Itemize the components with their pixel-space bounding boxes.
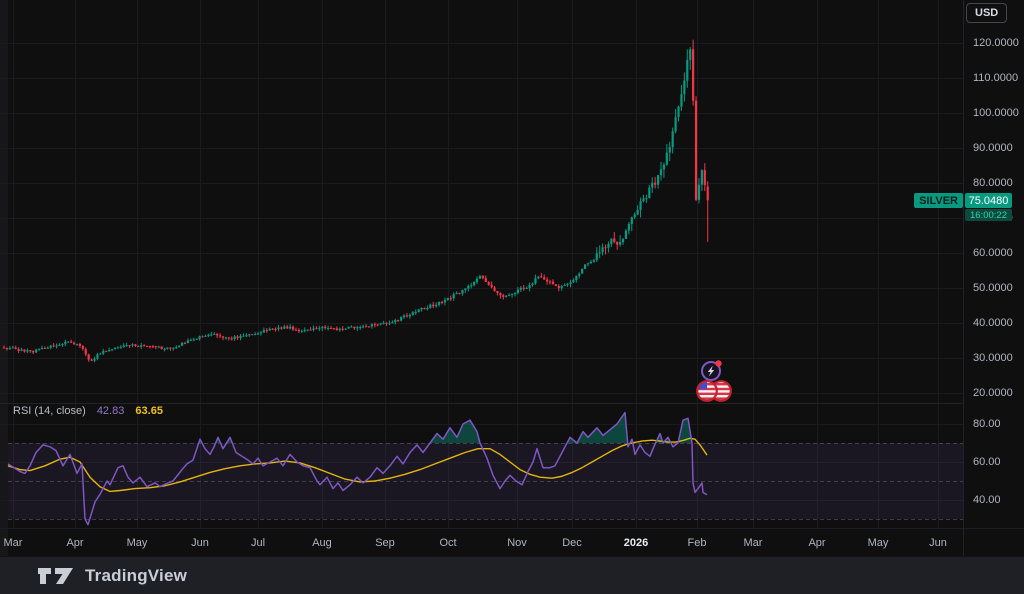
rsi-legend-title: RSI (14, close): [13, 405, 86, 417]
symbol-price-label-badge: SILVER: [914, 193, 963, 208]
price-tick-label: 30.0000: [973, 352, 1013, 364]
rsi-indicator-legend[interactable]: RSI (14, close) 42.83 63.65: [13, 405, 163, 417]
price-tick-label: 60.0000: [973, 247, 1013, 259]
time-tick-label: Sep: [375, 537, 395, 549]
price-tick-label: 80.0000: [973, 177, 1013, 189]
chart-region: USD 120.0000 110.0000 100.0000 90.0000 80.00…: [0, 0, 1024, 556]
price-tick-label: 90.0000: [973, 142, 1013, 154]
time-tick-label: Oct: [439, 537, 457, 549]
rsi-tick-label: 80.00: [973, 418, 1001, 430]
time-tick-label: Jun: [191, 537, 209, 549]
currency-toggle-button[interactable]: USD: [966, 3, 1008, 23]
rsi-tick-label: 60.00: [973, 456, 1001, 468]
rsi-tick-label: 40.00: [973, 494, 1001, 506]
time-tick-label: Jun: [929, 537, 947, 549]
price-tick-label: 40.0000: [973, 317, 1013, 329]
time-tick-label: Mar: [743, 537, 763, 549]
last-price-badge: 75.0480: [965, 193, 1012, 208]
time-tick-label: Jul: [250, 537, 266, 549]
bar-countdown-badge: 16:00:22: [965, 209, 1012, 221]
time-tick-label: May: [126, 537, 148, 549]
last-price-value: 75.0480: [968, 194, 1009, 207]
lightning-event-icon[interactable]: [699, 357, 725, 388]
chart-canvas[interactable]: [0, 0, 1024, 556]
attribution-bar: TradingView: [0, 556, 1024, 594]
rsi-ma-value: 63.65: [135, 405, 163, 417]
symbol-name: SILVER: [919, 194, 958, 207]
tradingview-brand-text[interactable]: TradingView: [85, 565, 188, 585]
currency-toggle-label: USD: [975, 7, 999, 19]
rsi-value: 42.83: [96, 405, 125, 417]
time-tick-label: Apr: [66, 537, 84, 549]
time-tick-label: Apr: [808, 537, 826, 549]
price-tick-label: 120.0000: [973, 37, 1019, 49]
price-tick-label: 50.0000: [973, 282, 1013, 294]
time-tick-label: Mar: [3, 537, 23, 549]
price-tick-label: 20.0000: [973, 387, 1013, 399]
bar-countdown-value: 16:00:22: [970, 209, 1007, 221]
time-tick-label: Aug: [312, 537, 332, 549]
time-tick-label: May: [867, 537, 889, 549]
time-tick-label: Nov: [507, 537, 527, 549]
time-tick-label: 2026: [623, 537, 649, 549]
time-tick-label: Dec: [562, 537, 582, 549]
time-tick-label: Feb: [687, 537, 707, 549]
price-tick-label: 110.0000: [973, 72, 1019, 84]
us-economic-events-icon[interactable]: [694, 378, 734, 409]
tradingview-logo-icon[interactable]: [36, 565, 76, 587]
price-tick-label: 100.0000: [973, 107, 1019, 119]
